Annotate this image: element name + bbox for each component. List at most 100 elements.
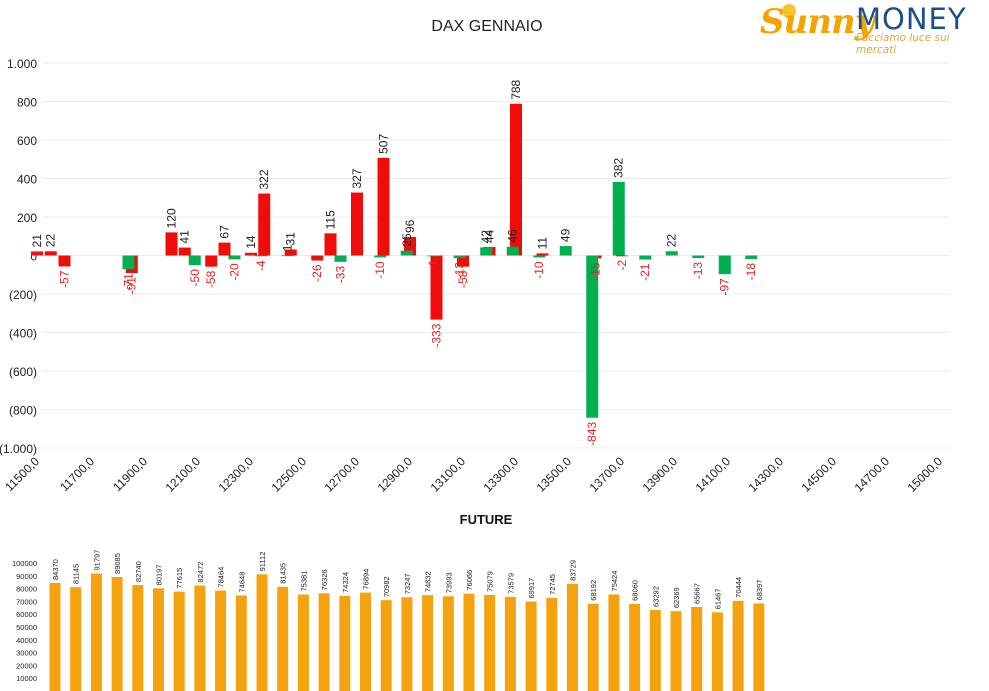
future-bar <box>153 588 164 691</box>
future-data-label: 81145 <box>72 564 81 584</box>
data-label: -71 <box>122 273 136 291</box>
future-bar <box>525 601 537 691</box>
bar <box>480 247 493 256</box>
future-y-tick-label: 70000 <box>16 597 37 606</box>
future-bar <box>297 594 309 691</box>
data-label: -15 <box>589 262 603 280</box>
bar <box>228 255 241 260</box>
bar <box>44 251 57 256</box>
bar <box>692 255 705 259</box>
bar <box>457 255 469 267</box>
data-label: -13 <box>691 262 705 280</box>
future-bars <box>49 573 765 691</box>
future-y-tick-label: 90000 <box>16 572 37 581</box>
data-label: 22 <box>665 234 679 248</box>
future-bar <box>132 585 144 691</box>
future-data-label: 63292 <box>651 586 660 607</box>
data-label: 41 <box>178 230 192 244</box>
x-tick-label: 15000,0 <box>905 454 946 495</box>
y-tick-label: (600) <box>9 365 37 379</box>
bar <box>639 255 652 260</box>
future-bar <box>70 587 82 691</box>
future-y-tick-label: 80000 <box>16 585 37 594</box>
future-data-label: 77615 <box>175 568 184 589</box>
future-bar <box>401 597 413 691</box>
data-label: 49 <box>559 228 573 242</box>
x-tick-label: 13900,0 <box>640 454 681 495</box>
x-tick-label: 11500,0 <box>2 454 42 494</box>
future-data-label: 65667 <box>693 583 702 604</box>
chart-title: DAX GENNAIO <box>431 18 542 35</box>
future-data-label: 73247 <box>403 573 412 594</box>
x-tick-label: 13700,0 <box>587 454 628 495</box>
y-tick-label: (400) <box>9 327 37 341</box>
x-tick-label: 14500,0 <box>799 454 840 495</box>
future-bar <box>277 586 289 691</box>
bar <box>31 251 43 256</box>
bar <box>718 255 731 275</box>
future-data-label: 61467 <box>713 588 722 609</box>
data-labels: 21 22-57 -9112041-58671432231-261153275079… <box>30 79 758 445</box>
future-bar <box>463 593 475 691</box>
data-label: 14 <box>244 235 258 249</box>
future-bar <box>360 592 371 691</box>
future-bar <box>339 595 351 691</box>
future-bar <box>49 583 61 691</box>
future-bar <box>380 600 392 691</box>
data-label: -1 <box>426 259 440 270</box>
bars <box>31 103 758 418</box>
bar <box>284 249 297 256</box>
x-tick-label: 11700,0 <box>57 454 97 494</box>
future-data-label: 76326 <box>320 569 329 590</box>
future-y-axis-ticks: 100000 90000 80000 70000 60000 50000 40000 3000… <box>12 559 37 683</box>
future-bar <box>608 594 620 691</box>
bar <box>612 181 625 256</box>
future-data-label: 84370 <box>51 559 60 580</box>
future-bar <box>567 583 578 691</box>
future-data-label: 73993 <box>444 572 453 593</box>
x-tick-label: 14700,0 <box>852 454 893 495</box>
bar <box>453 255 466 259</box>
dax-gennaio-chart: DAX GENNAIO 1.000 800 600 400 200 0 (200) (400)… <box>0 18 950 495</box>
future-data-label: 74324 <box>341 572 350 593</box>
data-label: 67 <box>218 225 232 239</box>
future-bar <box>691 606 703 691</box>
x-tick-label: 12100,0 <box>163 454 204 495</box>
future-data-label: 68397 <box>755 580 764 601</box>
future-bar <box>90 573 102 691</box>
bar <box>245 252 257 256</box>
data-label: -58 <box>456 270 470 288</box>
future-y-tick-label: 10000 <box>16 674 37 683</box>
bar <box>178 247 191 256</box>
future-data-label: 82472 <box>196 562 205 583</box>
data-label: 44 <box>483 229 497 243</box>
future-bar <box>215 590 227 691</box>
bar <box>165 232 178 256</box>
bar <box>311 255 324 261</box>
bar <box>377 157 390 256</box>
future-bar <box>318 593 330 691</box>
data-label: -21 <box>638 263 652 281</box>
x-tick-label: 12500,0 <box>269 454 310 495</box>
future-bar <box>422 595 434 691</box>
future-data-label: 70982 <box>382 576 391 597</box>
y-tick-label: 0 <box>30 250 37 264</box>
y-tick-label: 1.000 <box>7 57 37 71</box>
bar <box>506 246 519 256</box>
y-tick-label: 600 <box>17 134 37 148</box>
bar <box>536 253 549 256</box>
future-bar <box>235 595 247 691</box>
x-tick-label: 14100,0 <box>693 454 734 495</box>
data-label: -20 <box>228 263 242 281</box>
future-bar <box>256 574 268 691</box>
y-tick-label: 800 <box>17 96 37 110</box>
future-bar <box>504 596 516 691</box>
sunny-money-logo: Sunny MONEY Facciamo luce sui mercati <box>760 2 984 56</box>
future-data-label: 75079 <box>486 571 495 592</box>
bar <box>400 250 413 256</box>
future-bar <box>732 600 744 691</box>
data-label: -13 <box>453 262 467 280</box>
future-bar <box>194 585 206 691</box>
future-bar <box>753 603 765 691</box>
data-label: 1 <box>281 244 295 251</box>
